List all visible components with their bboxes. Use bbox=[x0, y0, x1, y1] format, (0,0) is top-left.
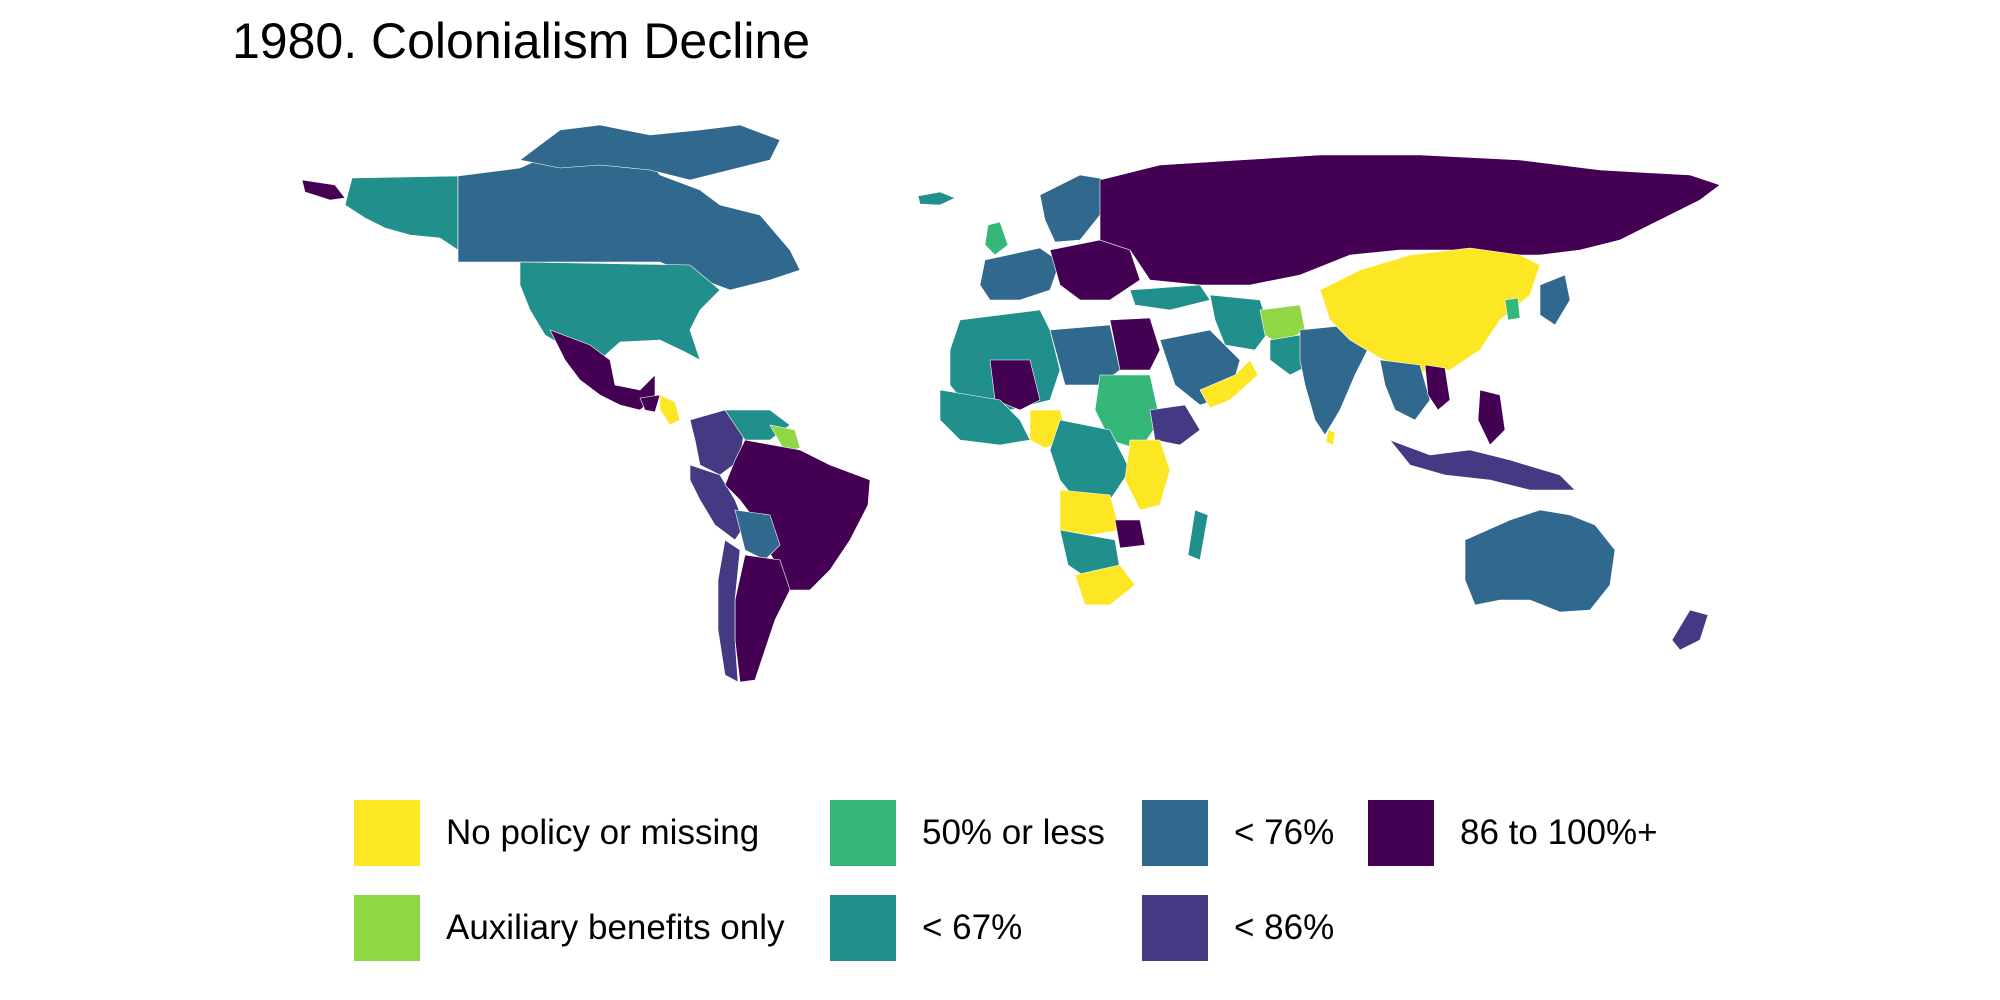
region-china bbox=[1319, 247, 1541, 373]
legend-label-le50: 50% or less bbox=[922, 813, 1105, 852]
legend-label-86-100: 86 to 100%+ bbox=[1460, 813, 1658, 852]
region-iceland bbox=[917, 191, 956, 206]
region-japan bbox=[1539, 274, 1571, 326]
region-mali bbox=[989, 359, 1041, 411]
legend-swatch-lt67 bbox=[830, 895, 896, 961]
legend-label-no-policy: No policy or missing bbox=[446, 813, 760, 852]
region-south-africa bbox=[1074, 564, 1136, 606]
world-choropleth-map bbox=[301, 124, 1721, 683]
region-ethiopia bbox=[1149, 404, 1201, 446]
legend-swatch-auxiliary bbox=[354, 895, 420, 961]
region-korea bbox=[1504, 297, 1521, 321]
region-new-zealand bbox=[1671, 609, 1709, 651]
region-angola bbox=[1059, 489, 1121, 536]
region-yemen-oman bbox=[1199, 359, 1259, 409]
legend-swatch-lt86 bbox=[1142, 895, 1208, 961]
region-west-africa bbox=[939, 389, 1031, 446]
region-southeast-asia bbox=[1379, 359, 1431, 421]
region-iran bbox=[1209, 294, 1271, 351]
region-western-europe bbox=[979, 247, 1061, 301]
region-central-america bbox=[659, 394, 681, 426]
region-brazil bbox=[724, 439, 871, 591]
map-title: 1980. Colonialism Decline bbox=[232, 13, 811, 69]
region-bolivia bbox=[734, 509, 781, 561]
region-east-africa bbox=[1124, 439, 1171, 511]
legend-label-lt76: < 76% bbox=[1234, 813, 1335, 852]
region-indonesia bbox=[1389, 439, 1576, 491]
region-guyana bbox=[769, 424, 801, 453]
region-vietnam bbox=[1424, 364, 1451, 411]
region-uk bbox=[984, 221, 1009, 256]
region-zimbabwe bbox=[1114, 519, 1146, 549]
region-alaska-tip bbox=[301, 179, 346, 201]
region-scandinavia bbox=[1039, 174, 1111, 243]
legend-swatch-no-policy bbox=[354, 800, 420, 866]
region-arctic-islands bbox=[519, 124, 781, 181]
legend-swatch-86-100 bbox=[1368, 800, 1434, 866]
region-sri-lanka bbox=[1325, 429, 1336, 446]
legend-label-lt67: < 67% bbox=[922, 908, 1023, 947]
region-egypt bbox=[1109, 317, 1161, 371]
region-australia bbox=[1464, 509, 1616, 613]
region-peru bbox=[689, 464, 746, 541]
legend-swatch-le50 bbox=[830, 800, 896, 866]
region-usa bbox=[519, 261, 721, 361]
region-philippines bbox=[1477, 389, 1506, 446]
region-turkey bbox=[1129, 284, 1211, 311]
legend-label-auxiliary: Auxiliary benefits only bbox=[446, 908, 785, 947]
region-argentina bbox=[734, 554, 791, 683]
region-alaska bbox=[344, 175, 459, 251]
legend-swatch-lt76 bbox=[1142, 800, 1208, 866]
legend-label-lt86: < 86% bbox=[1234, 908, 1335, 947]
region-central-america-b bbox=[639, 394, 661, 413]
region-chile bbox=[717, 539, 741, 683]
region-madagascar bbox=[1187, 509, 1209, 561]
